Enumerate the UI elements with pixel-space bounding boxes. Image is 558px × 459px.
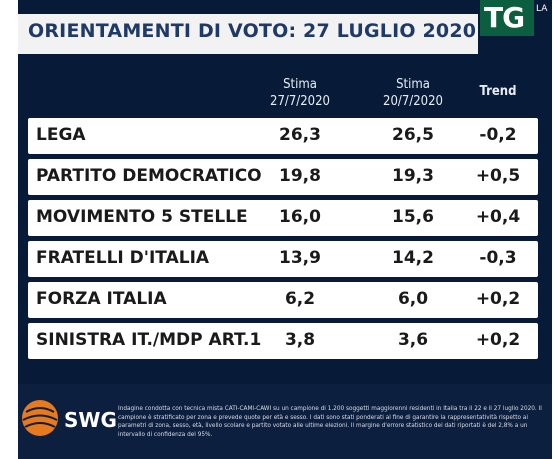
column-header-line1: Stima [396, 77, 430, 92]
source-footer: SWG Indagine condotta con tecnica mista … [18, 384, 552, 459]
table-row: SINISTRA IT./MDP ART.1 3,8 3,6 +0,2 [28, 323, 538, 359]
stima-27-7-value: 13,9 [279, 248, 321, 268]
swg-globe-icon [22, 400, 58, 436]
column-header-trend: Trend [458, 83, 538, 100]
column-header-stima-20-7: Stima 20/7/2020 [373, 76, 453, 110]
column-header-line1: Trend [479, 84, 517, 99]
trend-value: +0,2 [475, 330, 521, 350]
channel-logo-subtext: LA [536, 4, 548, 14]
table-row: PARTITO DEMOCRATICO 19,8 19,3 +0,5 [28, 159, 538, 195]
trend-value: -0,2 [479, 125, 517, 145]
channel-logo: TG [480, 0, 534, 36]
stima-27-7-value: 26,3 [279, 125, 321, 145]
party-name: MOVIMENTO 5 STELLE [36, 207, 248, 227]
party-name: FRATELLI D'ITALIA [36, 248, 210, 268]
stima-27-7-value: 3,8 [284, 330, 316, 350]
stima-20-7-value: 26,5 [392, 125, 434, 145]
page-title: ORIENTAMENTI DI VOTO: 27 LUGLIO 2020 [28, 20, 477, 42]
stima-27-7-value: 19,8 [279, 166, 321, 186]
stima-27-7-value: 6,2 [284, 289, 316, 309]
trend-value: +0,5 [475, 166, 521, 186]
party-name: FORZA ITALIA [36, 289, 167, 309]
party-name: LEGA [36, 125, 86, 145]
title-bar: ORIENTAMENTI DI VOTO: 27 LUGLIO 2020 [18, 14, 478, 54]
stima-20-7-value: 6,0 [397, 289, 429, 309]
party-name: SINISTRA IT./MDP ART.1 [36, 330, 262, 350]
trend-value: +0,2 [475, 289, 521, 309]
trend-value: +0,4 [475, 207, 521, 227]
column-header-line2: 27/7/2020 [270, 94, 330, 109]
table-row: FORZA ITALIA 6,2 6,0 +0,2 [28, 282, 538, 318]
broadcast-screen: ORIENTAMENTI DI VOTO: 27 LUGLIO 2020 TG … [18, 0, 552, 459]
trend-value: -0,3 [479, 248, 517, 268]
stima-27-7-value: 16,0 [279, 207, 321, 227]
table-row: MOVIMENTO 5 STELLE 16,0 15,6 +0,4 [28, 200, 538, 236]
stima-20-7-value: 3,6 [397, 330, 429, 350]
table-row: FRATELLI D'ITALIA 13,9 14,2 -0,3 [28, 241, 538, 277]
column-header-stima-27-7: Stima 27/7/2020 [260, 76, 340, 110]
stima-20-7-value: 19,3 [392, 166, 434, 186]
column-header-line2: 20/7/2020 [383, 94, 443, 109]
swg-brand: SWG [64, 408, 117, 432]
methodology-note: Indagine condotta con tecnica mista CATI… [118, 404, 542, 438]
column-header-line1: Stima [283, 77, 317, 92]
channel-logo-text: TG [484, 1, 525, 34]
stima-20-7-value: 15,6 [392, 207, 434, 227]
table-row: LEGA 26,3 26,5 -0,2 [28, 118, 538, 154]
party-name: PARTITO DEMOCRATICO [36, 166, 262, 186]
stima-20-7-value: 14,2 [392, 248, 434, 268]
